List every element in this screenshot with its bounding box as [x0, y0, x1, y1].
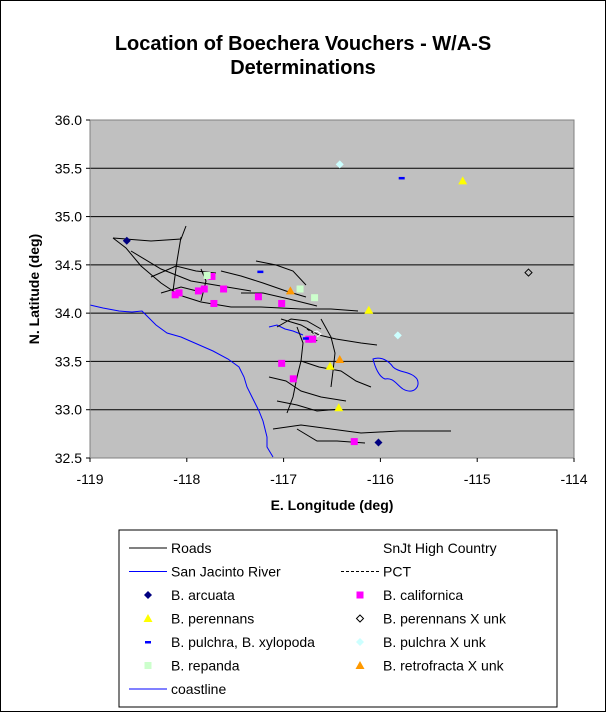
point-b-retrofracta-x-unk	[285, 286, 295, 295]
legend-swatch-b-arcuata	[144, 591, 152, 599]
coastline-line	[89, 304, 274, 458]
legend-label-san-jacinto-river: San Jacinto River	[171, 564, 281, 580]
legend-swatch-b-retrofracta-x-unk	[355, 661, 365, 669]
point-b-californica	[200, 285, 208, 293]
y-tick-label: 35.5	[55, 160, 82, 176]
legend-swatch-b-pulchra-x-unk	[356, 638, 364, 646]
y-tick-label: 34.0	[55, 305, 82, 321]
x-tick-label: -117	[270, 471, 297, 487]
legend-label-pct: PCT	[383, 564, 411, 580]
chart-subtitle: Determinations	[230, 57, 376, 79]
point-b-californica	[210, 299, 218, 307]
pct-line	[306, 328, 318, 342]
point-b-perennans	[334, 403, 344, 412]
point-b-pulchra-x-unk	[393, 331, 402, 340]
point-b-californica	[309, 335, 317, 343]
y-tick-label: 32.5	[55, 450, 82, 466]
point-b-pulchra-b-xylopoda	[257, 270, 264, 274]
point-b-californica	[175, 289, 183, 297]
x-tick-label: -118	[173, 471, 200, 487]
point-b-californica	[350, 438, 358, 446]
legend-label-b-arcuata: B. arcuata	[171, 587, 235, 603]
point-b-californica	[220, 285, 228, 293]
legend-label-coastline: coastline	[171, 681, 226, 697]
legend-label-b-retrofracta-x-unk: B. retrofracta X unk	[383, 658, 505, 674]
point-b-repanda	[311, 294, 319, 302]
snjt-high-country-line	[310, 330, 322, 338]
point-b-perennans	[325, 361, 335, 370]
legend-label-roads: Roads	[171, 540, 211, 556]
x-tick-label: -119	[77, 471, 104, 487]
point-b-repanda	[203, 271, 211, 279]
point-b-californica	[254, 293, 262, 301]
legend-swatch-b-repanda	[144, 662, 152, 669]
legend-swatch-b-pulchra-b-xylopoda	[145, 641, 151, 644]
y-axis-ticks: 32.5 33.0 33.5 34.0 34.5 35.0 35.5 36.0	[55, 112, 90, 466]
legend-box	[118, 529, 558, 708]
x-tick-label: -116	[367, 471, 394, 487]
legend-swatch-b-perennans	[143, 614, 153, 622]
san-jacinto-river-lake-shape	[372, 357, 419, 392]
san-jacinto-river-line	[268, 324, 304, 336]
x-tick-label: -114	[561, 471, 588, 487]
point-b-californica	[194, 287, 202, 295]
point-b-californica	[289, 375, 297, 383]
legend-swatch-b-perennans-x-unk	[355, 614, 365, 623]
x-tick-label: -115	[464, 471, 491, 487]
legend-label-b-perennans-x-unk: B. perennans X unk	[383, 611, 507, 627]
y-axis-label: N. Latitude (deg)	[26, 234, 42, 344]
point-b-pulchra-b-xylopoda	[398, 176, 405, 180]
y-tick-label: 33.5	[55, 353, 82, 369]
point-b-pulchra-x-unk	[335, 160, 344, 169]
x-axis-label: E. Longitude (deg)	[271, 497, 394, 513]
data-markers	[122, 160, 533, 447]
map-features	[89, 225, 451, 458]
point-b-californica	[278, 359, 286, 367]
chart-title: Location of Boechera Vouchers - W/A-S	[115, 33, 491, 55]
legend-label-b-repanda: B. repanda	[171, 658, 240, 674]
point-b-arcuata	[374, 438, 383, 447]
y-tick-label: 33.0	[55, 402, 82, 418]
point-b-perennans	[364, 305, 374, 314]
y-tick-label: 35.0	[55, 209, 82, 225]
legend-label-snjt-high-country: SnJt High Country	[383, 540, 497, 556]
x-axis-ticks: -119 -118 -117 -116 -115 -114	[77, 458, 588, 487]
point-b-perennans	[458, 176, 468, 185]
legend-label-b-pulchra-b-xylopoda: B. pulchra, B. xylopoda	[171, 634, 315, 650]
legend-label-b-pulchra-x-unk: B. pulchra X unk	[383, 634, 487, 650]
plot-border	[89, 119, 575, 459]
y-tick-label: 34.5	[55, 257, 82, 273]
point-b-pulchra-b-xylopoda	[302, 337, 309, 340]
point-b-repanda	[296, 285, 304, 293]
plot-area	[90, 120, 574, 458]
point-b-californica	[208, 272, 216, 280]
point-b-californica	[171, 291, 179, 299]
point-b-retrofracta-x-unk	[335, 354, 345, 363]
y-tick-label: 36.0	[55, 112, 82, 128]
legend-label-b-californica: B. californica	[383, 587, 463, 603]
gridlines	[90, 167, 574, 411]
legend: Roads SnJt High Country San Jacinto River P…	[129, 540, 507, 697]
legend-label-b-perennans: B. perennans	[171, 611, 254, 627]
point-b-arcuata	[122, 236, 131, 245]
point-b-perennans-x-unk	[524, 268, 533, 277]
roads-network	[112, 225, 451, 444]
legend-swatch-b-californica	[356, 591, 364, 599]
point-b-californica	[278, 299, 286, 307]
